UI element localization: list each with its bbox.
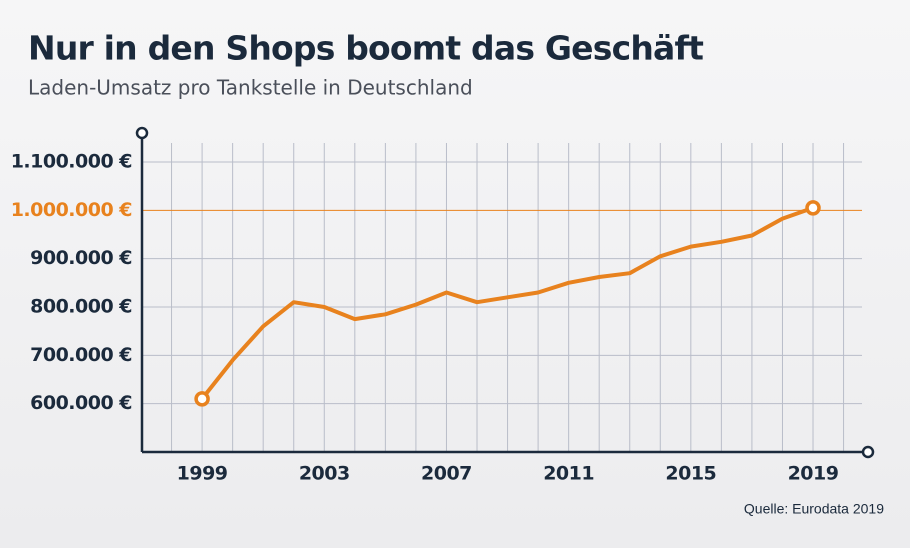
source: Quelle: Eurodata 2019	[744, 501, 884, 517]
axes	[135, 126, 875, 459]
y-tick-label: 900.000 €	[30, 247, 132, 269]
x-tick-label: 1999	[177, 463, 228, 485]
x-tick-label: 2011	[543, 463, 594, 485]
y-tick-label: 600.000 €	[30, 392, 132, 414]
y-tick-label: 700.000 €	[30, 344, 132, 366]
y-tick-label: 1.000.000 €	[11, 199, 132, 221]
x-tick-label: 2007	[421, 463, 472, 485]
grid	[142, 143, 862, 452]
y-tick-label: 1.100.000 €	[11, 151, 132, 173]
data-line	[200, 205, 815, 401]
y-axis-end	[135, 126, 149, 140]
x-tick-label: 2019	[788, 463, 839, 485]
chart-title: Nur in den Shops boomt das Geschäft	[28, 29, 704, 68]
x-tick-label: 2003	[299, 463, 350, 485]
x-axis-end	[861, 445, 875, 459]
end-point	[194, 391, 210, 407]
chart-subtitle: Laden-Umsatz pro Tankstelle in Deutschla…	[28, 76, 473, 100]
x-tick-label: 2015	[665, 463, 716, 485]
end-point	[805, 200, 821, 216]
y-tick-label: 800.000 €	[30, 296, 132, 318]
